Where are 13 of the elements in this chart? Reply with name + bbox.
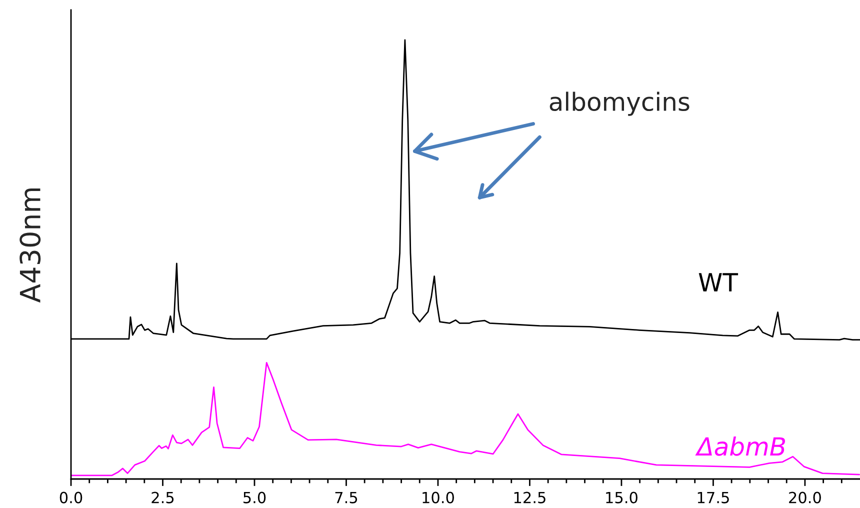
series-label: ΔabmB — [695, 436, 786, 456]
series-label: WT — [698, 273, 738, 292]
x-tick-label: 0.0 — [60, 492, 82, 504]
x-tick-label: 2.5 — [152, 492, 174, 504]
x-tick-label: 5.0 — [244, 492, 266, 504]
y-axis-title: A430nm — [20, 188, 41, 303]
x-tick-label: 20.0 — [789, 492, 821, 504]
x-tick-label: 10.0 — [422, 492, 454, 504]
x-tick-label: 7.5 — [335, 492, 358, 504]
x-tick-label: 15.0 — [606, 492, 638, 504]
x-tick-label: 12.5 — [514, 492, 546, 504]
x-tick-label: 17.5 — [698, 492, 729, 504]
annotation: albomycins — [550, 92, 690, 116]
